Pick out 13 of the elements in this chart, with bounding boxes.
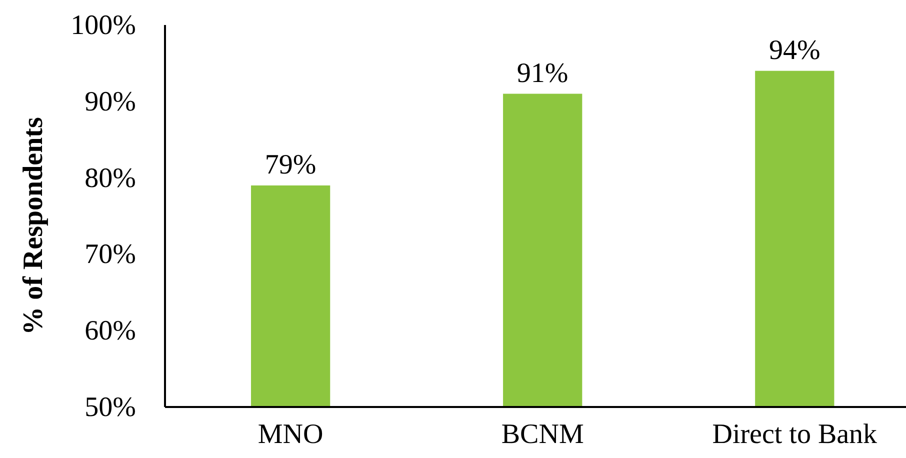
data-label: 79% [264, 149, 316, 180]
y-tick-label: 60% [84, 316, 136, 347]
y-axis-title: % of Respondents [18, 116, 49, 335]
y-tick-label: 80% [84, 162, 136, 194]
y-tick-label: 70% [84, 239, 136, 270]
y-tick-label: 90% [84, 86, 136, 118]
y-tick-label: 100% [70, 10, 136, 41]
data-label: 91% [516, 58, 568, 89]
x-tick-label: Direct to Bank [712, 418, 878, 450]
data-label: 94% [768, 34, 820, 66]
x-tick-label: MNO [258, 418, 324, 450]
y-tick-label: 50% [84, 392, 136, 423]
x-tick-label: BCNM [501, 418, 584, 450]
